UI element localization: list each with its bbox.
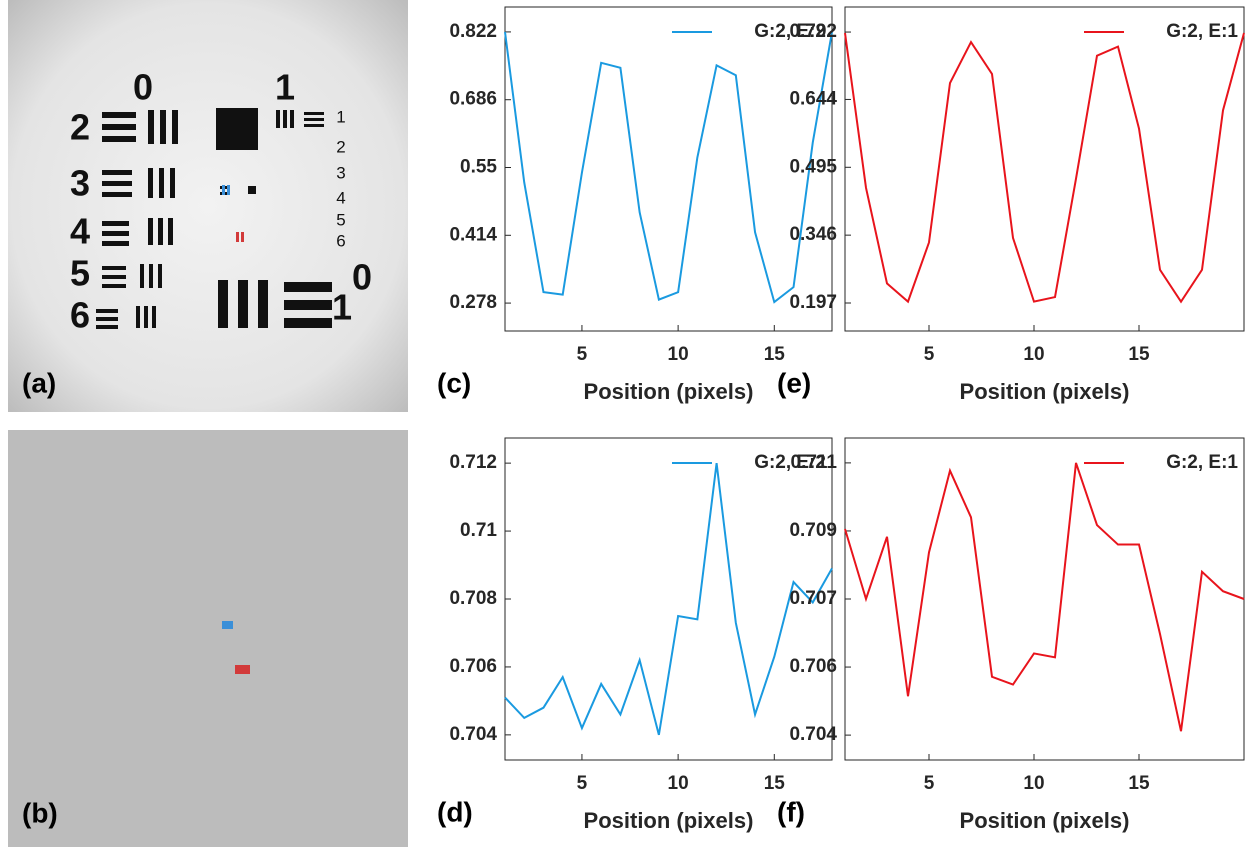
x-axis-label: Position (pixels) [960,808,1130,833]
target-label: 5 [336,210,345,229]
y-tick-label: 0.709 [789,520,837,541]
y-tick-label: 0.278 [449,292,497,313]
blank-image [8,430,408,847]
x-tick-label: 10 [1023,773,1044,794]
x-tick-label: 5 [924,344,935,365]
x-axis-label: Position (pixels) [960,379,1130,404]
target-label: 3 [336,163,345,182]
target-label: 5 [70,253,90,294]
y-tick-label: 0.792 [789,21,837,42]
y-tick-label: 0.414 [449,224,497,245]
red-roi [236,232,239,242]
x-tick-label: 5 [577,773,588,794]
target-label: 0 [352,257,372,298]
panel-label: (e) [777,367,811,398]
x-tick-label: 10 [668,344,689,365]
x-axis-label: Position (pixels) [584,808,754,833]
panel-label: (c) [437,367,471,398]
panel-label: (a) [22,367,56,398]
y-tick-label: 0.704 [789,724,837,745]
legend-label: G:2, E:1 [1166,452,1238,473]
y-tick-label: 0.197 [789,292,837,313]
y-tick-label: 0.346 [789,224,837,245]
y-tick-label: 0.706 [789,656,837,677]
y-tick-label: 0.644 [789,88,837,109]
plot-area [845,7,1244,331]
target-label: 4 [336,188,345,207]
x-tick-label: 5 [577,344,588,365]
y-tick-label: 0.708 [449,588,497,609]
figure: (a) (b) 0123456123456010.2780.4140.550.6… [0,0,1258,847]
x-tick-label: 15 [1128,773,1150,794]
x-tick-label: 10 [668,773,689,794]
x-tick-label: 10 [1023,344,1044,365]
x-tick-label: 5 [924,773,935,794]
y-tick-label: 0.712 [449,452,497,473]
legend-label: G:2, E:1 [1166,21,1238,42]
blue-roi [222,185,225,195]
x-tick-label: 15 [764,773,786,794]
plot-area [505,7,832,331]
red-roi [235,665,250,674]
target-label: 1 [275,67,295,108]
target-label: 6 [70,295,90,336]
target-label: 1 [332,287,352,328]
target-label: 1 [336,107,345,126]
plot-area [505,438,832,760]
target-label: 0 [133,67,153,108]
target-label: 2 [70,107,90,148]
target-label: 2 [336,137,345,156]
y-tick-label: 0.706 [449,656,497,677]
target-image [8,0,408,412]
target-label: 4 [70,211,90,252]
panel-label: (d) [437,796,473,827]
target-label: 6 [336,231,345,250]
page: {"panels": ["(a)", "(b)"], "target_label… [0,0,1258,852]
red-roi [241,232,244,242]
y-tick-label: 0.822 [449,21,497,42]
y-tick-label: 0.71 [460,520,497,541]
target-label: 3 [70,163,90,204]
y-tick-label: 0.711 [791,452,838,473]
panel-label: (b) [22,797,58,828]
y-tick-label: 0.495 [789,156,837,177]
y-tick-label: 0.686 [449,89,497,110]
panel-label: (f) [777,796,805,827]
y-tick-label: 0.707 [789,588,837,609]
y-tick-label: 0.55 [460,157,497,178]
x-tick-label: 15 [1128,344,1150,365]
blue-roi [227,185,230,195]
x-tick-label: 15 [764,344,786,365]
y-tick-label: 0.704 [449,724,497,745]
x-axis-label: Position (pixels) [584,379,754,404]
blue-roi [222,621,233,629]
